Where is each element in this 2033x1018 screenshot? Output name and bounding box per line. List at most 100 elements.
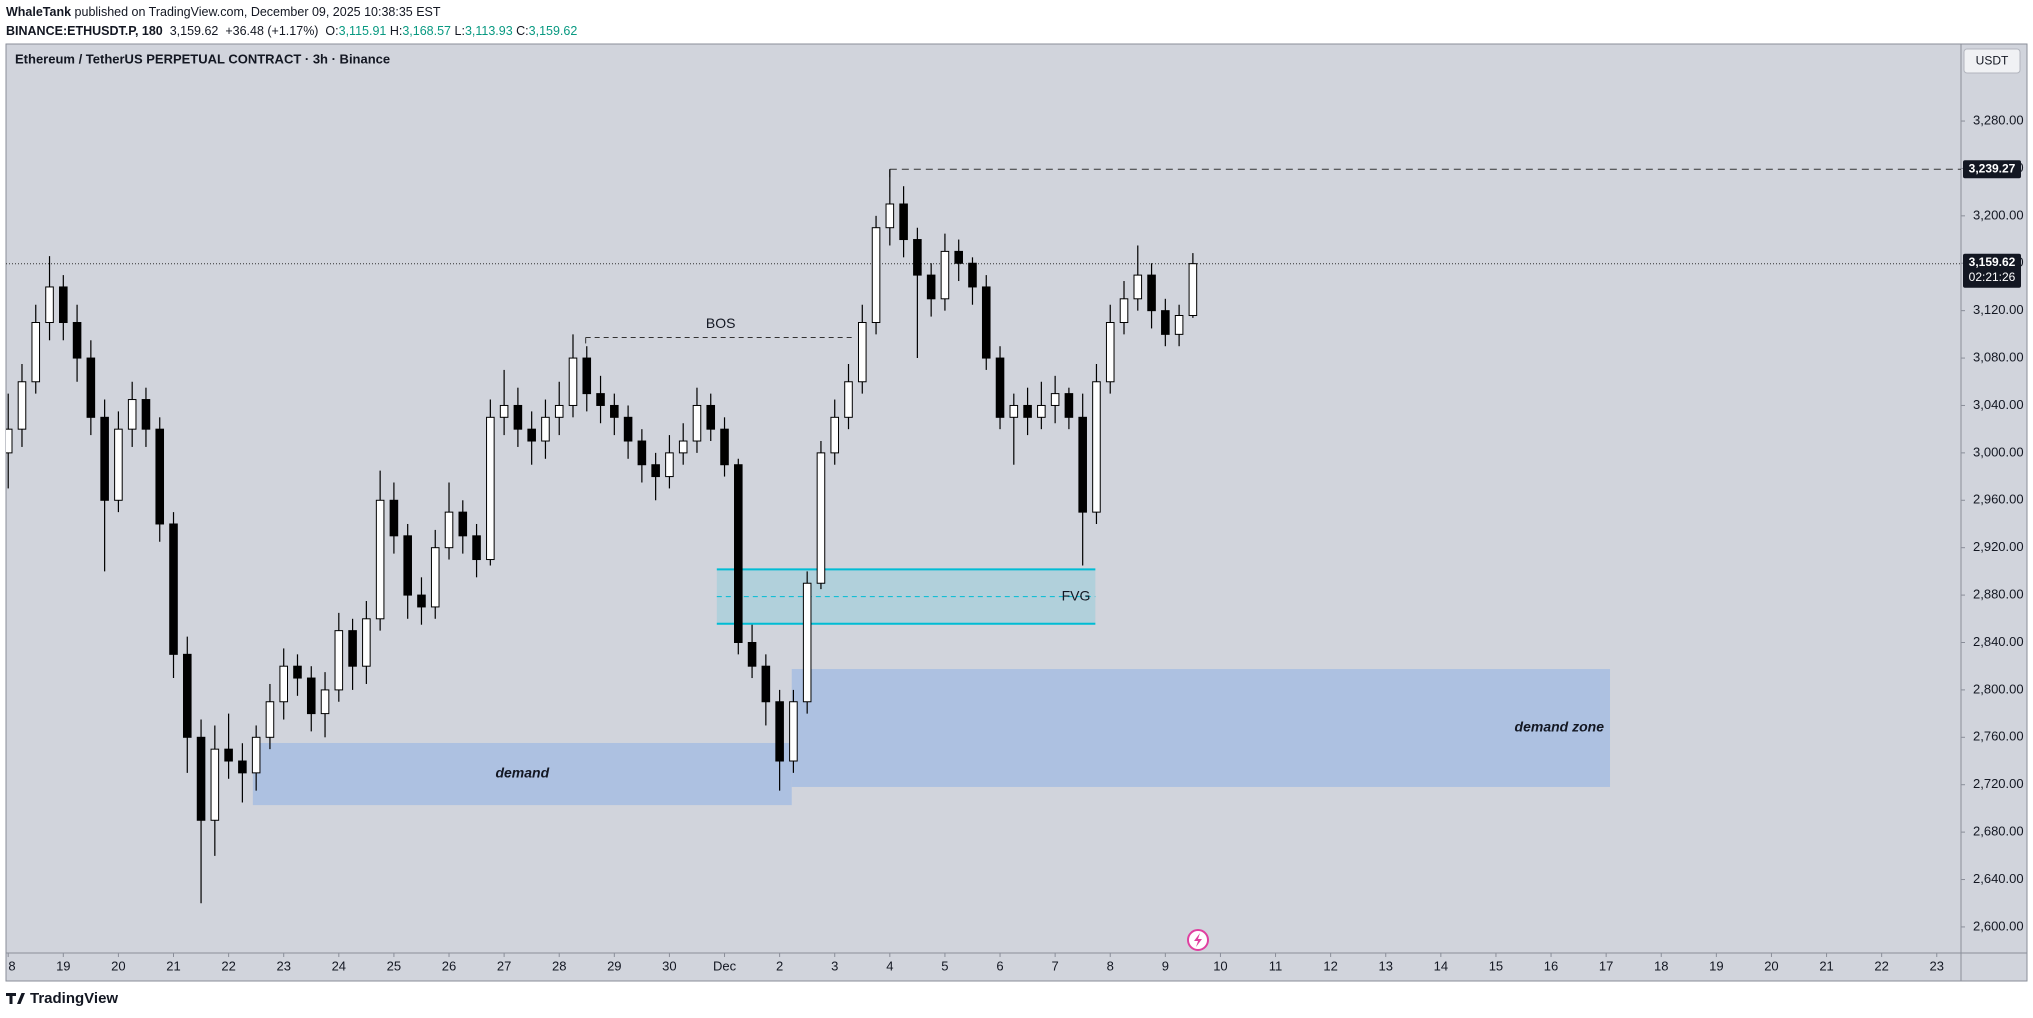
candle-body [389, 499, 399, 537]
chart-frame [5, 43, 2028, 982]
high-label-box [1963, 160, 2021, 179]
candle-body [403, 535, 412, 596]
candle-body [610, 404, 619, 418]
x-tick-label: 4 [886, 958, 893, 973]
candle-body [238, 760, 247, 774]
high-label: 3,239.27 [1969, 161, 2016, 175]
candle-body [954, 250, 963, 264]
candle-body [458, 511, 468, 537]
candle-body [224, 748, 233, 762]
candle-body [375, 499, 385, 620]
axes: 2,600.00 2,640.00 2,680.00 2,720.00 2,760.00… [7, 112, 2024, 973]
candle-body [334, 630, 344, 691]
candle-body [1174, 315, 1184, 335]
y-tick-label: 2,760.00 [1973, 729, 2024, 744]
candle-body [830, 416, 840, 454]
x-tick-label: 7 [1052, 958, 1059, 973]
candle-body [513, 404, 523, 430]
x-tick-label: 3 [831, 958, 838, 973]
y-tick-label: 2,840.00 [1973, 634, 2024, 649]
o-label: O: [325, 24, 339, 38]
x-tick-label: 5 [941, 958, 948, 973]
last: 3,159.62 [169, 24, 219, 38]
y-tick-label: 3,280.00 [1973, 112, 2024, 127]
candle-body [17, 381, 27, 430]
y-tick-label: 3,080.00 [1973, 349, 2024, 364]
candle-body [279, 665, 288, 703]
x-tick-label: 18 [1654, 958, 1668, 973]
tv-logo: TradingView [6, 990, 118, 1007]
candle-body [114, 428, 123, 501]
candle-body [568, 357, 578, 406]
candle-body [320, 689, 330, 715]
candle-body [1064, 393, 1074, 418]
candle-body [913, 239, 922, 276]
x-tick-label: 19 [1709, 958, 1723, 973]
candle-body [926, 274, 936, 300]
candle-body [348, 630, 357, 667]
x-tick-label: 17 [1599, 958, 1613, 973]
candle-body [692, 404, 702, 442]
candle-body [857, 322, 867, 383]
currency-label: USDT [1976, 54, 2009, 68]
x-tick-label: 22 [221, 958, 235, 973]
candle-body [596, 393, 605, 406]
candle-body [665, 452, 674, 478]
x-tick-label: 15 [1489, 958, 1503, 973]
price-label: 3,159.62 [1969, 255, 2016, 269]
c-label: C: [516, 24, 529, 38]
zone [252, 742, 792, 806]
candle-body [155, 428, 165, 525]
logo-text: TradingView [30, 990, 118, 1007]
header: WhaleTank published on TradingView.com, … [6, 3, 577, 41]
candle-body [1105, 322, 1115, 383]
y-tick-label: 2,600.00 [1973, 918, 2024, 933]
x-tick-label: 10 [1213, 958, 1227, 973]
candle-body [554, 404, 564, 418]
chart-title: Ethereum / TetherUS PERPETUAL CONTRACT ·… [15, 51, 390, 66]
candle-body [747, 641, 757, 667]
y-tick-label: 2,640.00 [1973, 871, 2024, 886]
candle-body [499, 404, 509, 418]
candle-body [885, 203, 895, 229]
symbol: BINANCE:ETHUSDT.P, 180 [6, 24, 163, 38]
candle-body [251, 736, 261, 774]
x-tick-label: 30 [662, 958, 676, 973]
x-tick-label: 11 [1269, 958, 1283, 973]
change: +36.48 (+1.17%) [225, 24, 319, 38]
candle-body [430, 547, 440, 608]
candle-body [1188, 263, 1198, 317]
candle-body [1050, 393, 1060, 406]
icon-bolt [1194, 933, 1202, 947]
x-tick-label: 6 [996, 958, 1003, 973]
fvg-label: FVG [1062, 587, 1091, 603]
low: 3,113.93 [464, 24, 513, 38]
candle-body [761, 665, 771, 703]
zone-label: demand zone [1515, 719, 1605, 735]
candle-body [444, 511, 454, 549]
x-tick-label: 24 [332, 958, 346, 973]
candle-body [1023, 404, 1032, 418]
candle-body [623, 416, 633, 442]
currency-button[interactable] [1963, 48, 2021, 74]
candle-body [86, 357, 96, 418]
candle-body [1147, 274, 1156, 312]
x-tick-label: 20 [1764, 958, 1778, 973]
x-tick-label: 20 [111, 958, 125, 973]
candle-body [651, 464, 660, 478]
x-tick-label: 14 [1434, 958, 1448, 973]
candle-body [6, 428, 13, 454]
candle-body [486, 416, 495, 561]
h-label: H: [389, 24, 403, 38]
quote-line: BINANCE:ETHUSDT.P, 180 3,159.62 +36.48 (… [6, 22, 577, 41]
y-tick-label: 2,960.00 [1973, 492, 2024, 507]
x-tick-label: Dec [713, 958, 737, 973]
zone-label: demand [495, 765, 549, 781]
candle-body [734, 464, 743, 643]
candle-body [802, 582, 812, 703]
candle-body [1009, 404, 1019, 418]
candle-body [45, 286, 54, 324]
candle-body [1161, 310, 1170, 335]
